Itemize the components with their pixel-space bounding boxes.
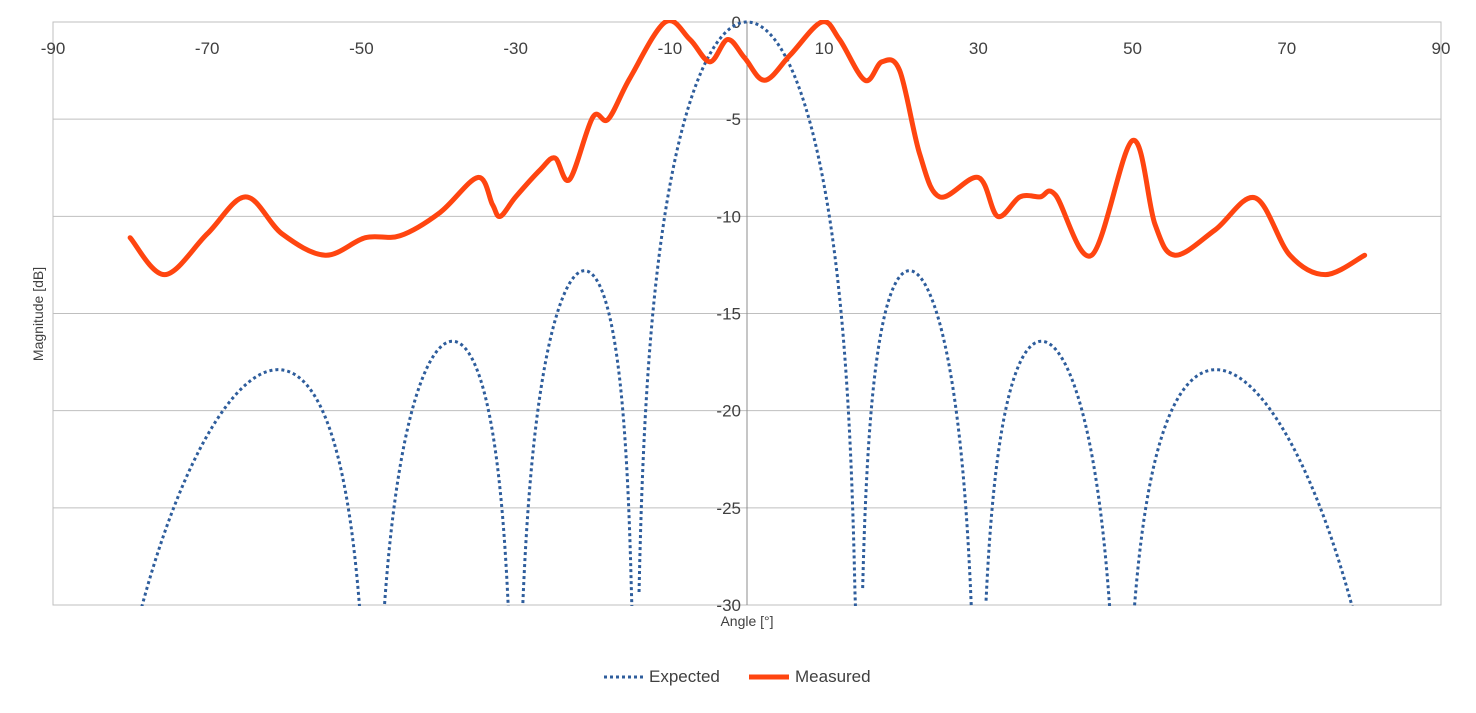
- y-tick-label: -20: [716, 402, 741, 421]
- y-tick-label: -5: [726, 110, 741, 129]
- y-tick-label: -30: [716, 596, 741, 615]
- y-tick-label: -25: [716, 499, 741, 518]
- legend-measured-label: Measured: [795, 667, 871, 686]
- y-tick-label: -10: [716, 207, 741, 226]
- x-tick-labels: -90 -70 -50 -30 -10 10 30 50 70 90: [41, 39, 1451, 58]
- x-tick-label: -10: [658, 39, 683, 58]
- x-tick-label: 90: [1432, 39, 1451, 58]
- y-tick-labels: 0 -5 -10 -15 -20 -25 -30: [716, 13, 741, 615]
- x-tick-label: 30: [969, 39, 988, 58]
- series-measured-line: [127, 20, 1368, 278]
- x-tick-label: -30: [503, 39, 528, 58]
- y-axis-title: Magnitude [dB]: [30, 267, 46, 361]
- y-tick-label: 0: [732, 13, 741, 32]
- x-tick-label: 10: [815, 39, 834, 58]
- y-tick-label: -15: [716, 305, 741, 324]
- x-tick-label: 70: [1277, 39, 1296, 58]
- series-expected-line: [140, 20, 1354, 606]
- x-tick-label: -90: [41, 39, 66, 58]
- x-tick-label: -70: [195, 39, 220, 58]
- legend-expected-label: Expected: [649, 667, 720, 686]
- legend: Expected Measured: [604, 667, 871, 686]
- x-axis-title: Angle [°]: [720, 613, 773, 629]
- x-tick-label: 50: [1123, 39, 1142, 58]
- x-tick-label: -50: [349, 39, 374, 58]
